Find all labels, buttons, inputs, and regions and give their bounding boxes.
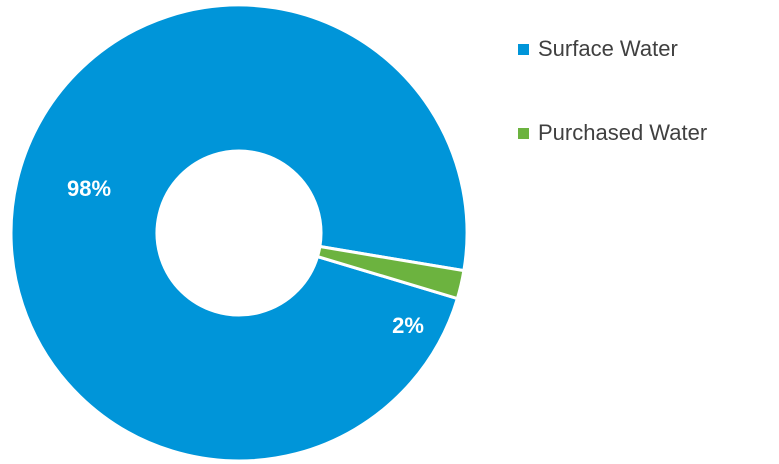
legend-swatch-surface-water	[518, 43, 529, 55]
legend-label-purchased-water: Purchased Water	[538, 120, 708, 145]
legend-label-surface-water: Surface Water	[538, 36, 678, 61]
slice-label-purchased-water: 2%	[392, 313, 424, 338]
legend-item-surface-water: Surface Water	[518, 32, 707, 66]
chart-legend: Surface Water Purchased Water	[518, 32, 707, 200]
slice-surface-water	[9, 3, 469, 463]
slice-label-surface-water: 98%	[67, 176, 111, 201]
legend-swatch-purchased-water	[518, 127, 529, 139]
legend-item-purchased-water: Purchased Water	[518, 116, 707, 150]
slice-purchased-water	[315, 244, 466, 301]
